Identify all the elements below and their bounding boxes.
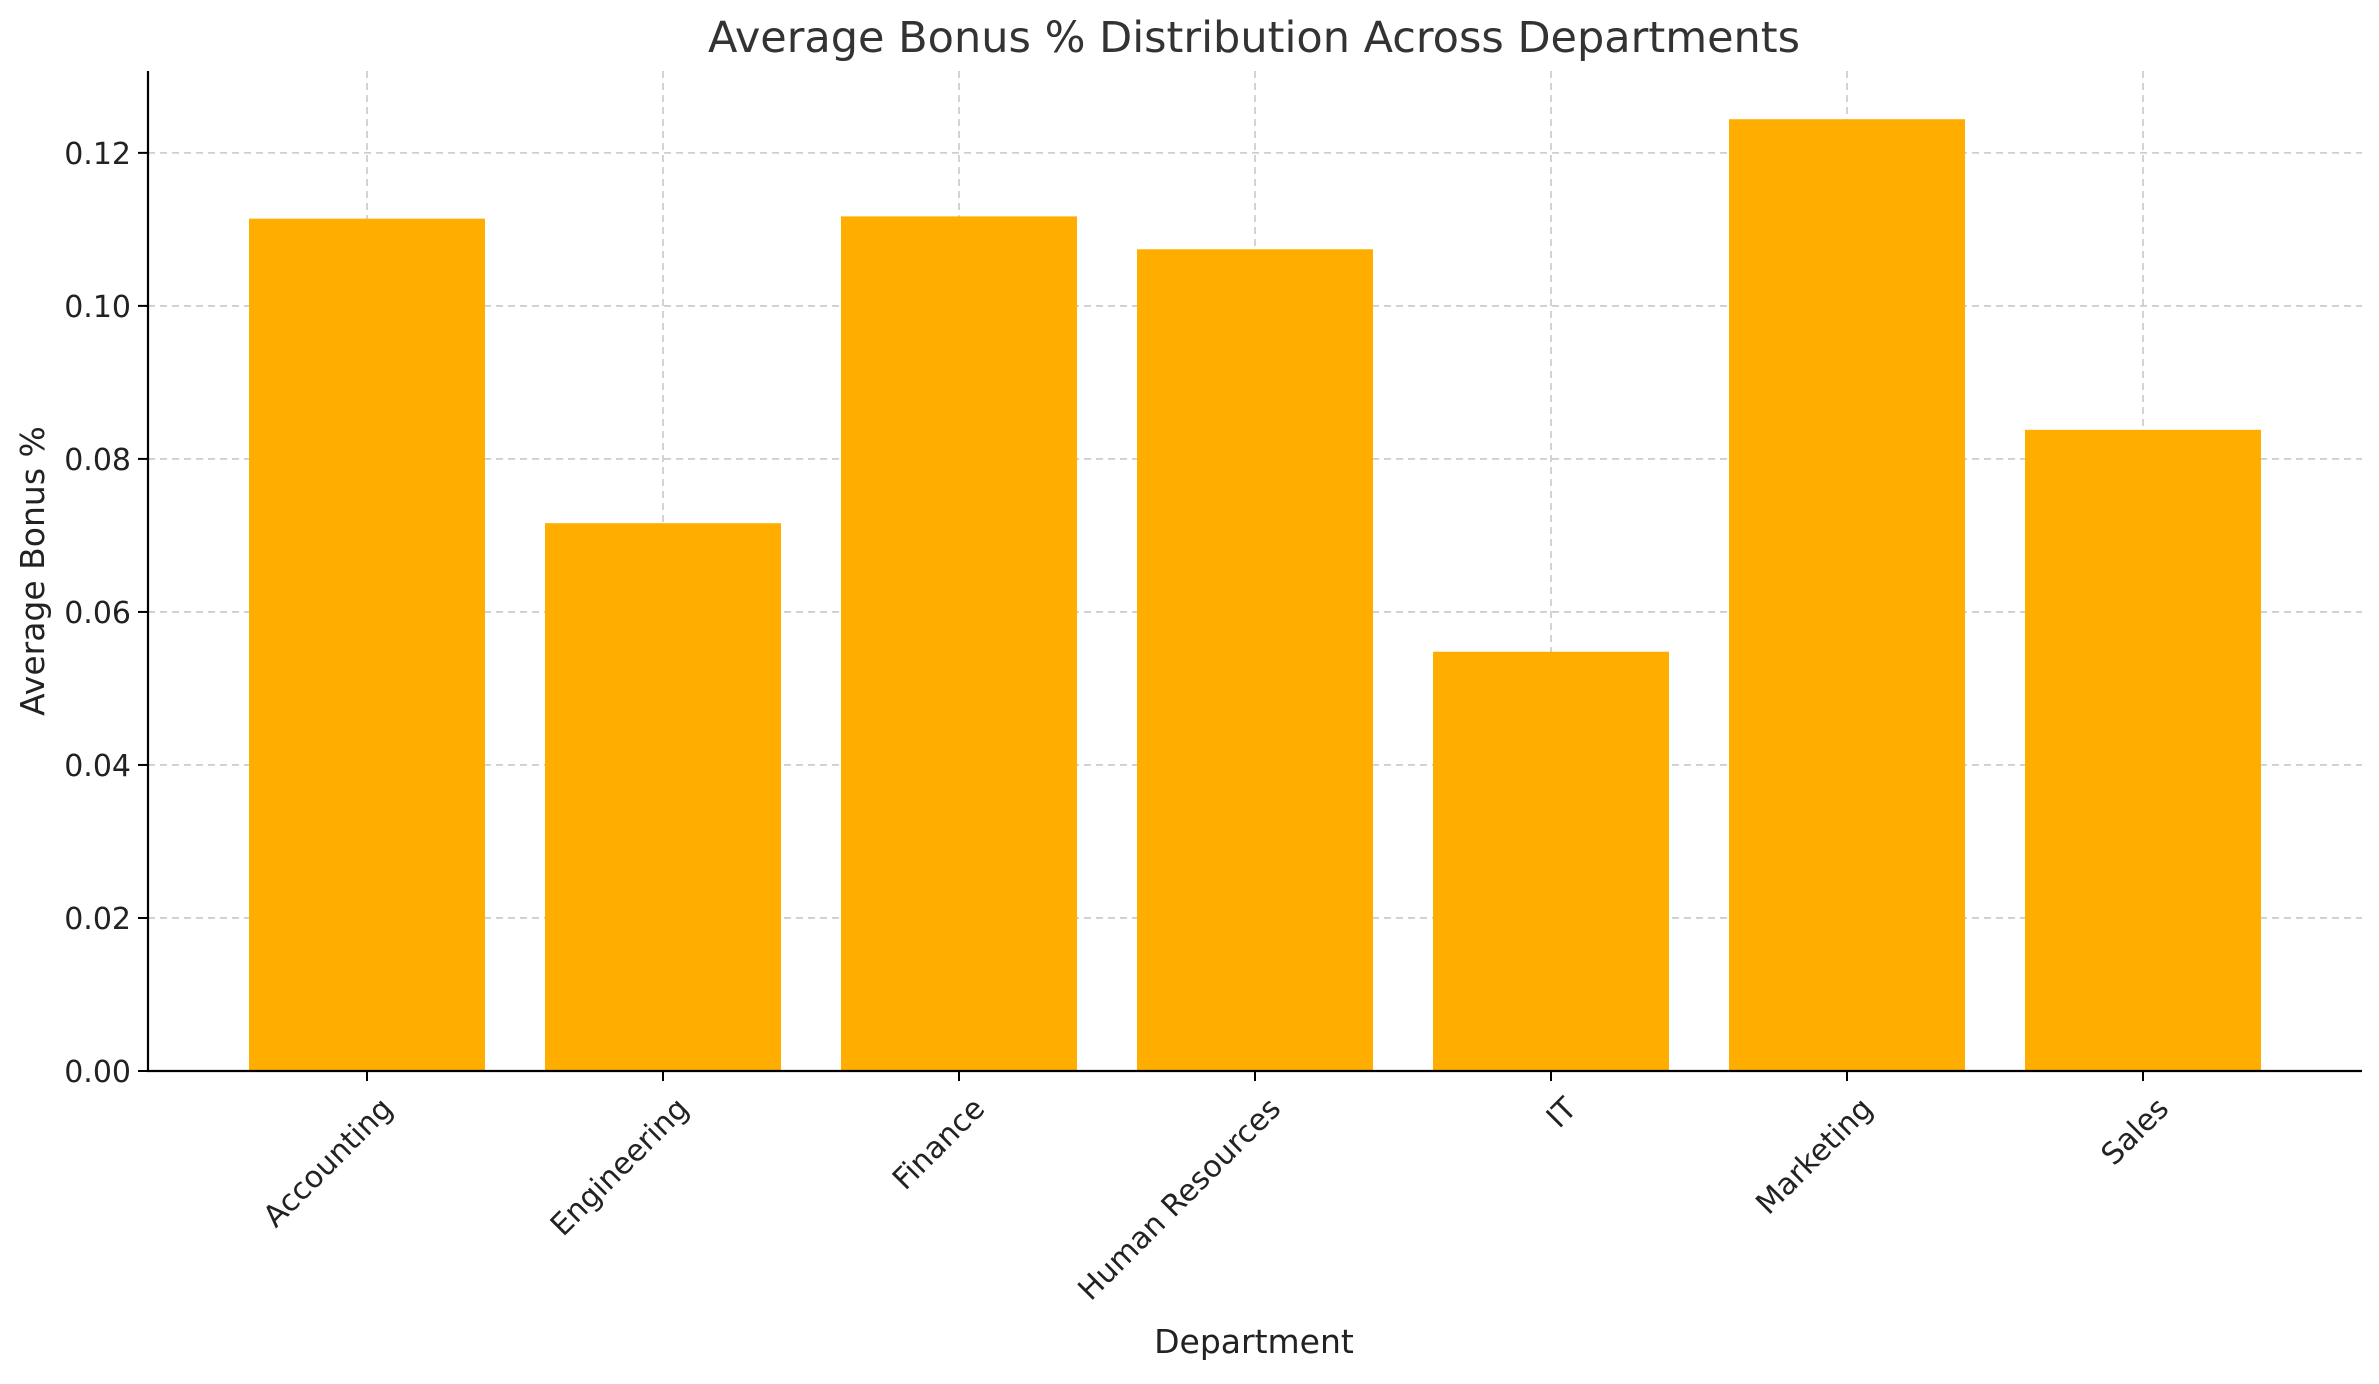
- bar: [2025, 429, 2261, 1071]
- bar: [545, 523, 781, 1071]
- y-tick-label: 0.08: [64, 443, 131, 478]
- x-axis-label: Department: [1154, 1322, 1354, 1361]
- y-tick-label: 0.00: [64, 1055, 131, 1090]
- y-axis-label: Average Bonus %: [13, 426, 52, 716]
- y-tick-label: 0.02: [64, 902, 131, 937]
- bar: [1137, 249, 1373, 1071]
- x-tick-label: Marketing: [1749, 1091, 1879, 1221]
- y-axis-ticks: 0.00 0.02 0.04 0.06 0.08 0.10 0.12: [64, 137, 148, 1090]
- x-axis-ticks: Accounting Engineering Finance Human Resour…: [257, 1071, 2176, 1308]
- y-tick-label: 0.04: [64, 749, 131, 784]
- x-tick-label: Engineering: [544, 1091, 696, 1243]
- bars: [249, 119, 2261, 1072]
- x-tick-label: Accounting: [257, 1091, 400, 1234]
- bar: [249, 218, 485, 1072]
- bar: [1729, 119, 1965, 1072]
- x-tick-label: Human Resources: [1072, 1091, 1288, 1307]
- bar: [841, 216, 1077, 1071]
- y-tick-label: 0.10: [64, 290, 131, 325]
- chart-title: Average Bonus % Distribution Across Depa…: [708, 13, 1800, 63]
- x-tick-label: Finance: [886, 1091, 992, 1197]
- y-tick-label: 0.12: [64, 137, 131, 172]
- x-tick-label: IT: [1540, 1091, 1584, 1135]
- bar: [1433, 651, 1669, 1071]
- x-tick-label: Sales: [2095, 1091, 2176, 1172]
- y-tick-label: 0.06: [64, 596, 131, 631]
